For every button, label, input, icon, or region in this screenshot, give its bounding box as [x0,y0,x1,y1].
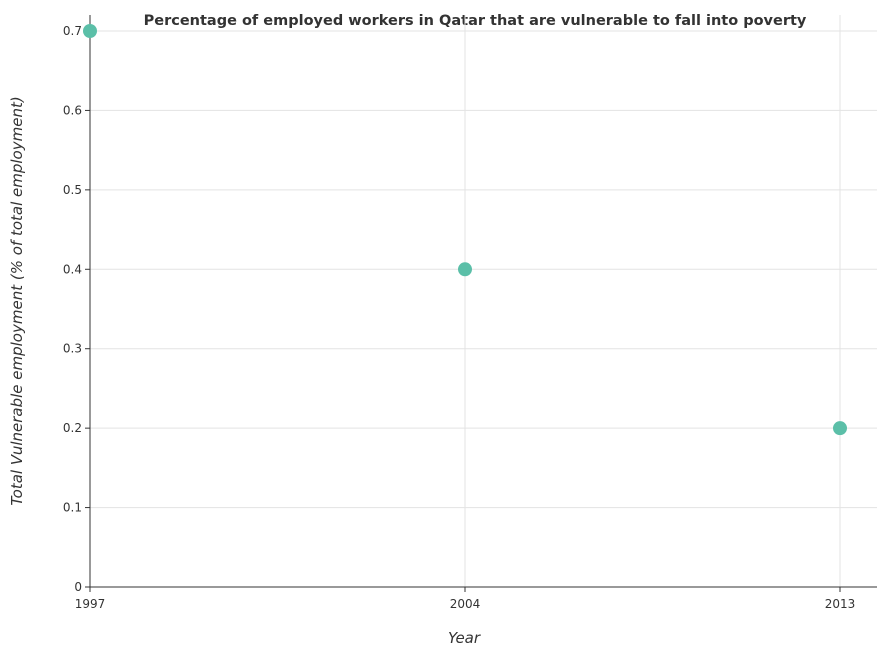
y-tick-label: 0.2 [63,421,82,435]
y-axis-ticks: 0 0.1 0.2 0.3 0.4 0.5 0.6 0.7 [63,24,90,594]
y-axis-label: Total Vulnerable employment (% of total … [8,96,26,505]
y-tick-label: 0.1 [63,501,82,515]
y-tick-label: 0.5 [63,183,82,197]
y-tick-label: 0.4 [63,262,82,276]
x-axis-ticks: 1997 2004 2013 [75,587,856,611]
chart-title: Percentage of employed workers in Qatar … [144,13,807,29]
x-tick-label: 2013 [825,597,856,611]
data-point [458,262,472,277]
data-points [83,24,847,436]
y-tick-label: 0.7 [63,24,82,38]
x-axis-label: Year [448,629,481,647]
data-point [833,421,847,436]
x-tick-label: 1997 [75,597,106,611]
x-gridlines [89,15,841,587]
y-tick-label: 0.3 [63,342,82,356]
y-gridlines [90,30,877,588]
y-tick-label: 0 [74,580,82,594]
x-tick-label: 2004 [450,597,481,611]
data-point [83,24,97,38]
y-tick-label: 0.6 [63,103,82,117]
